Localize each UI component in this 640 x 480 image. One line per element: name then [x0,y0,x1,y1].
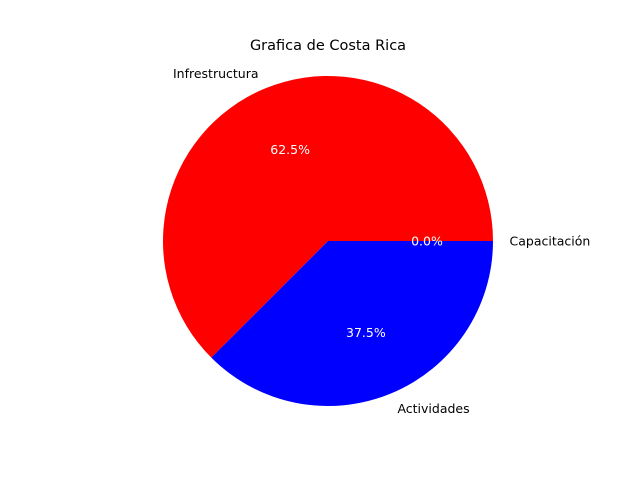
category-label-actividades: Actividades [397,401,469,416]
percent-label-actividades: 37.5% [346,325,386,340]
category-label-capacitacion: Capacitación [510,234,591,249]
chart-title: Grafica de Costa Rica [250,38,406,54]
percent-label-infrestructura: 62.5% [270,142,310,157]
pie-labels: Capacitación 0.0% Infrestructura 62.5% Activ… [173,66,590,416]
pie-slice-actividades [211,241,493,406]
percent-label-capacitacion: 0.0% [411,234,443,249]
category-label-infrestructura: Infrestructura [173,66,259,81]
pie-slices [163,75,494,406]
pie-slice-infrestructura [163,75,494,358]
